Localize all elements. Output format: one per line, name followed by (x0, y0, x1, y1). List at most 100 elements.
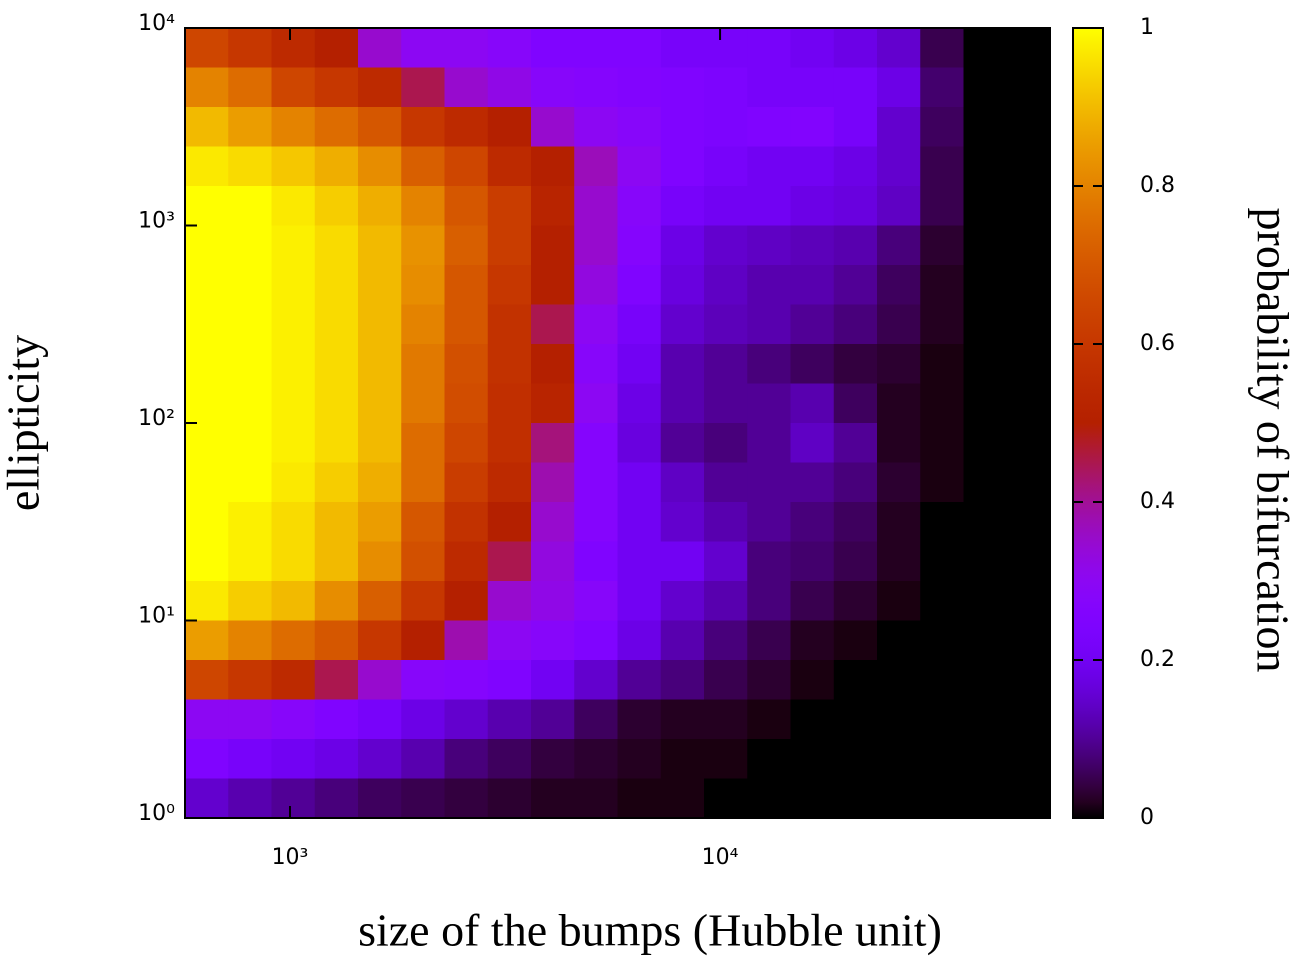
heatmap-cell (444, 344, 489, 385)
heatmap-cell (444, 660, 489, 701)
heatmap-cell (704, 225, 748, 266)
heatmap-cell (271, 383, 316, 424)
heatmap-cell (487, 778, 532, 819)
heatmap-cell (444, 581, 489, 622)
heatmap-cell (574, 383, 619, 424)
heatmap-cell (271, 146, 316, 187)
heatmap-cell (228, 502, 273, 543)
heatmap-cell (704, 778, 748, 819)
heatmap-cell (228, 660, 273, 701)
heatmap-cell (660, 462, 705, 503)
heatmap-cell (401, 67, 446, 108)
heatmap-cell (877, 660, 921, 701)
heatmap-cell (747, 265, 792, 306)
y-axis-label: ellipticity (0, 335, 49, 511)
heatmap-cell (487, 581, 532, 622)
heatmap-cell (1006, 581, 1051, 622)
heatmap-cell (790, 67, 835, 108)
heatmap-cell (747, 304, 792, 345)
heatmap-cell (358, 304, 402, 345)
heatmap-cell (920, 304, 965, 345)
heatmap-cell (487, 383, 532, 424)
heatmap-cell (877, 344, 921, 385)
heatmap-cell (401, 462, 446, 503)
heatmap-cell (185, 186, 229, 227)
heatmap-cell (531, 699, 575, 740)
heatmap-cell (877, 739, 921, 780)
heatmap-cell (920, 344, 965, 385)
heatmap-cell (877, 620, 921, 661)
heatmap-cell (314, 265, 359, 306)
heatmap-cell (747, 620, 792, 661)
heatmap-cell (228, 107, 273, 148)
heatmap-cell (358, 186, 402, 227)
heatmap-cell (185, 462, 229, 503)
heatmap-cell (963, 541, 1008, 582)
heatmap-cell (963, 107, 1008, 148)
heatmap-cell (877, 67, 921, 108)
heatmap-cell (920, 660, 965, 701)
heatmap-cell (401, 699, 446, 740)
heatmap-cell (185, 146, 229, 187)
heatmap-cell (271, 344, 316, 385)
heatmap-cell (833, 304, 878, 345)
heatmap-cell (444, 423, 489, 464)
heatmap-cell (920, 265, 965, 306)
heatmap-cell (487, 265, 532, 306)
heatmap-cell (833, 581, 878, 622)
heatmap-cell (963, 739, 1008, 780)
heatmap-cell (271, 502, 316, 543)
heatmap-cell (617, 699, 662, 740)
heatmap-cell (660, 581, 705, 622)
heatmap-cell (574, 107, 619, 148)
heatmap-cell (1006, 146, 1051, 187)
heatmap-cell (747, 344, 792, 385)
heatmap-cell (314, 28, 359, 69)
heatmap-cell (833, 186, 878, 227)
heatmap-cell (747, 146, 792, 187)
heatmap-cell (401, 225, 446, 266)
heatmap-cell (877, 778, 921, 819)
heatmap-cell (401, 620, 446, 661)
heatmap-cell (574, 344, 619, 385)
heatmap-cell (963, 620, 1008, 661)
heatmap-cell (833, 660, 878, 701)
heatmap-cell (704, 502, 748, 543)
heatmap-cell (920, 107, 965, 148)
heatmap-cell (790, 699, 835, 740)
heatmap-cell (704, 739, 748, 780)
heatmap-cell (617, 383, 662, 424)
heatmap-cell (574, 225, 619, 266)
heatmap-cell (271, 304, 316, 345)
heatmap-cell (314, 146, 359, 187)
heatmap-cell (920, 739, 965, 780)
colorbar-tick-label: 0.8 (1140, 173, 1175, 198)
heatmap-cell (1006, 699, 1051, 740)
heatmap-cell (877, 383, 921, 424)
heatmap-cell (704, 344, 748, 385)
heatmap-cell (877, 225, 921, 266)
heatmap-cell (617, 67, 662, 108)
heatmap-cell (487, 423, 532, 464)
heatmap-cell (487, 146, 532, 187)
heatmap-cell (228, 186, 273, 227)
heatmap-cell (1006, 739, 1051, 780)
heatmap-cell (531, 581, 575, 622)
heatmap-cell (531, 660, 575, 701)
heatmap-cell (487, 620, 532, 661)
heatmap-cell (574, 778, 619, 819)
heatmap-cell (747, 699, 792, 740)
heatmap-cell (833, 739, 878, 780)
heatmap-cell (531, 304, 575, 345)
heatmap-cell (444, 265, 489, 306)
heatmap-cell (704, 699, 748, 740)
heatmap-cell (660, 107, 705, 148)
heatmap-cell (920, 186, 965, 227)
heatmap-cell (271, 67, 316, 108)
x-tick-label: 10⁴ (702, 845, 739, 870)
heatmap-cell (747, 67, 792, 108)
heatmap-cell (877, 186, 921, 227)
heatmap-cell (271, 778, 316, 819)
heatmap-cell (444, 541, 489, 582)
heatmap-cell (1006, 778, 1051, 819)
